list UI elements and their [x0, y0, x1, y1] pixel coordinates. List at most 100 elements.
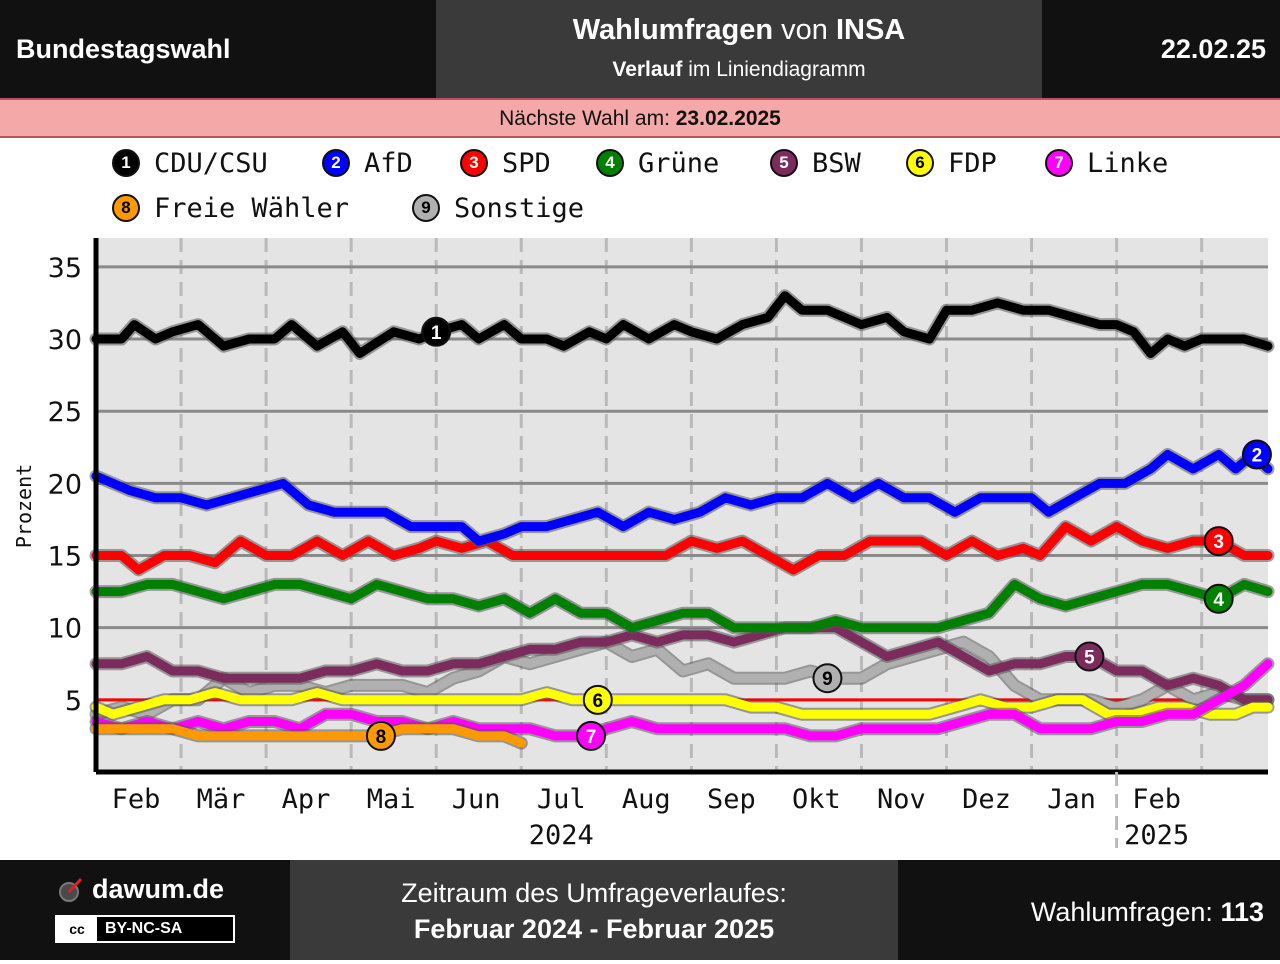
page-subtitle: Verlauf im Liniendiagramm — [436, 58, 1042, 82]
series-badge — [812, 663, 843, 694]
subtitle-part-2: im Liniendiagramm — [682, 58, 866, 81]
series-badge-label: 1 — [431, 323, 442, 344]
footer-bar: dawum.de cc BY-NC-SA Zeitraum des Umfrag… — [0, 860, 1280, 960]
y-tick-label: 35 — [48, 253, 82, 284]
legend-badge: 9 — [412, 194, 440, 222]
title-part-2: von — [773, 14, 836, 46]
period-value: Februar 2024 - Februar 2025 — [413, 914, 775, 944]
series-line — [91, 522, 1273, 575]
y-tick-label: 30 — [48, 325, 82, 356]
y-tick-label: 5 — [65, 686, 82, 717]
poll-count-label: Wahlumfragen: — [1030, 897, 1221, 927]
series-badge-label: 5 — [1084, 648, 1095, 669]
series-badge — [575, 720, 606, 751]
month-tick-label: Mär — [197, 784, 246, 815]
legend-badge: 8 — [112, 194, 140, 222]
month-tick-label: Aug — [622, 784, 671, 815]
series-badge — [1203, 526, 1234, 557]
y-tick-label: 15 — [48, 542, 82, 573]
legend-label: Sonstige — [454, 192, 585, 224]
year-label: 2024 — [529, 820, 594, 851]
legend-item: 3 SPD — [460, 146, 551, 180]
series-badge — [1074, 641, 1105, 672]
month-tick-label: Apr — [282, 784, 331, 815]
period-label: Zeitraum des Umfrageverlaufes: — [401, 878, 787, 908]
legend-item: 5 BSW — [770, 146, 861, 180]
series-badge-label: 2 — [1252, 445, 1263, 466]
next-election-banner: Nächste Wahl am: 23.02.2025 — [0, 98, 1280, 138]
legend-item: 1 CDU/CSU — [112, 146, 268, 180]
legend-label: Linke — [1087, 147, 1169, 179]
series-badge — [421, 316, 452, 347]
y-tick-label: 20 — [48, 469, 82, 500]
month-tick-label: Feb — [1132, 784, 1181, 815]
series-line — [91, 659, 1273, 741]
legend-label: AfD — [364, 147, 413, 179]
legend-badge: 5 — [770, 149, 798, 177]
legend-item: 8 Freie Wähler — [112, 191, 349, 225]
election-title: Bundestagswahl — [16, 34, 231, 64]
license-badge[interactable]: cc BY-NC-SA — [55, 915, 235, 943]
series-line — [91, 291, 1273, 358]
site-name: dawum.de — [92, 874, 225, 904]
logo-dial-icon — [59, 877, 83, 902]
footer-branding: dawum.de cc BY-NC-SA — [0, 860, 290, 960]
legend-badge: 2 — [322, 149, 350, 177]
legend-label: SPD — [502, 147, 551, 179]
series-badge-label: 3 — [1213, 532, 1224, 553]
legend-label: BSW — [812, 147, 861, 179]
series-line — [91, 579, 1273, 633]
series-line — [91, 450, 1273, 546]
next-election-date: 23.02.2025 — [675, 107, 781, 130]
y-axis-label: Prozent — [12, 464, 36, 548]
license-text: BY-NC-SA — [105, 920, 183, 937]
subtitle-part-1: Verlauf — [612, 58, 683, 81]
series-badge-label: 4 — [1213, 590, 1224, 611]
year-label: 2025 — [1124, 820, 1189, 851]
legend-label: Grüne — [638, 147, 720, 179]
legend-label: FDP — [948, 147, 997, 179]
month-tick-label: Feb — [112, 784, 161, 815]
page-title: Wahlumfragen von INSA — [436, 14, 1042, 47]
month-tick-label: Dez — [962, 784, 1011, 815]
header-bar: Bundestagswahl Wahlumfragen von INSA Ver… — [0, 0, 1280, 98]
header-center: Wahlumfragen von INSA Verlauf im Liniend… — [436, 0, 1042, 98]
series-line — [91, 623, 1273, 705]
series-badge-label: 6 — [593, 691, 604, 712]
series-badge-label: 8 — [376, 727, 387, 748]
month-tick-label: Jun — [452, 784, 501, 815]
month-tick-label: Jul — [537, 784, 586, 815]
legend-badge: 6 — [906, 149, 934, 177]
series-badge — [1241, 439, 1272, 470]
site-logo[interactable]: dawum.de — [56, 874, 224, 905]
month-tick-label: Okt — [792, 784, 841, 815]
legend-badge: 1 — [112, 149, 140, 177]
legend-item: 9 Sonstige — [412, 191, 584, 225]
month-tick-label: Jan — [1047, 784, 1096, 815]
legend-item: 6 FDP — [906, 146, 997, 180]
legend-badge: 3 — [460, 149, 488, 177]
next-election-label: Nächste Wahl am: — [499, 107, 676, 130]
series-line — [91, 724, 526, 748]
legend-item: 7 Linke — [1045, 146, 1168, 180]
series-badge — [1203, 583, 1234, 614]
title-part-3: INSA — [835, 14, 906, 46]
legend-label: CDU/CSU — [154, 147, 268, 179]
legend-badge: 7 — [1045, 149, 1073, 177]
legend-item: 2 AfD — [322, 146, 413, 180]
series-badge-label: 9 — [822, 669, 833, 690]
series-line — [91, 688, 1273, 719]
poll-count: Wahlumfragen: 113 — [1031, 860, 1264, 960]
title-part-1: Wahlumfragen — [572, 14, 774, 46]
legend-item: 4 Grüne — [596, 146, 719, 180]
series-badge-label: 7 — [586, 727, 597, 748]
footer-period: Zeitraum des Umfrageverlaufes: Februar 2… — [290, 860, 898, 960]
y-tick-label: 25 — [48, 397, 82, 428]
month-tick-label: Mai — [367, 784, 416, 815]
legend-badge: 4 — [596, 149, 624, 177]
y-tick-label: 10 — [48, 614, 82, 645]
series-badge — [582, 684, 613, 715]
cc-icon: cc — [57, 917, 97, 941]
header-date: 22.02.25 — [1160, 34, 1266, 64]
